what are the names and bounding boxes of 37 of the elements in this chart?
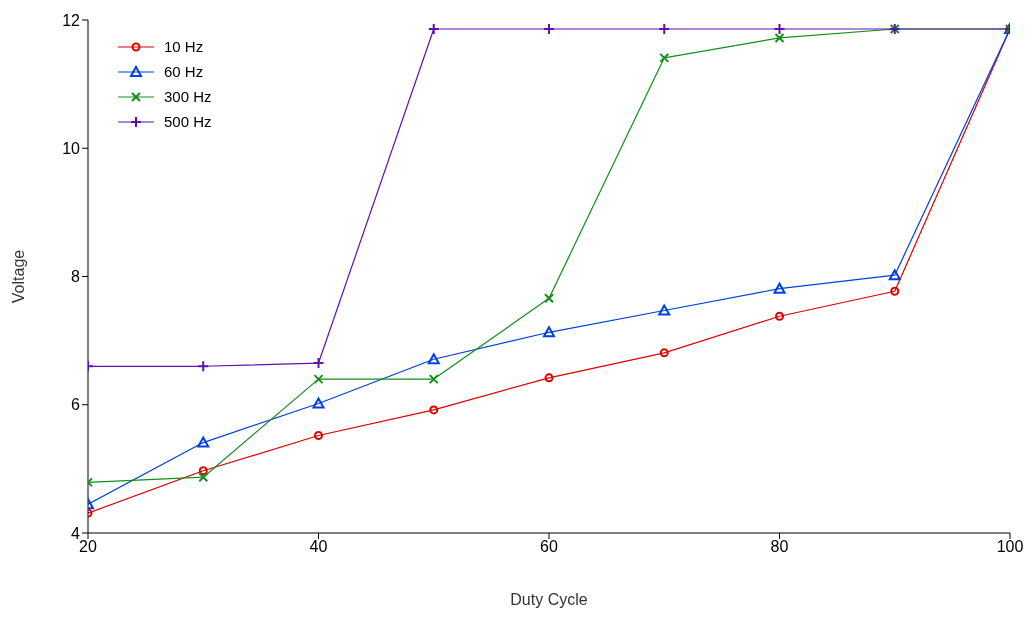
x-axis-title: Duty Cycle bbox=[510, 591, 588, 608]
point bbox=[659, 348, 669, 358]
point bbox=[890, 286, 900, 296]
point bbox=[658, 304, 671, 316]
point bbox=[775, 311, 784, 321]
point bbox=[314, 431, 323, 441]
x-tick-label: 60 bbox=[540, 538, 558, 556]
legend-label: 300 Hz bbox=[164, 88, 212, 105]
point bbox=[197, 360, 210, 373]
y-tick-label: 12 bbox=[62, 11, 81, 29]
point bbox=[429, 405, 439, 415]
legend-label: 60 Hz bbox=[164, 63, 204, 80]
x-tick-label: 20 bbox=[79, 538, 97, 556]
x-tick-label: 40 bbox=[309, 538, 328, 556]
point bbox=[659, 52, 670, 63]
point bbox=[773, 282, 786, 294]
x-tick-label: 100 bbox=[996, 538, 1024, 556]
point bbox=[544, 293, 554, 304]
point bbox=[197, 436, 210, 448]
point bbox=[313, 374, 324, 385]
point bbox=[888, 269, 901, 281]
x-tick-label: 80 bbox=[770, 538, 789, 556]
y-tick-label: 4 bbox=[71, 524, 81, 542]
point bbox=[543, 326, 555, 338]
point bbox=[774, 32, 785, 43]
legend-label: 10 Hz bbox=[164, 38, 204, 55]
y-axis-title: Voltage bbox=[9, 249, 27, 304]
point bbox=[544, 373, 554, 383]
legend-label: 500 Hz bbox=[164, 113, 212, 130]
point bbox=[312, 397, 325, 409]
point bbox=[198, 472, 209, 483]
y-tick-label: 10 bbox=[62, 139, 81, 157]
y-tick-label: 6 bbox=[71, 396, 81, 414]
point bbox=[427, 353, 440, 365]
y-tick-label: 8 bbox=[71, 268, 81, 286]
point bbox=[198, 466, 208, 476]
point bbox=[428, 374, 439, 385]
